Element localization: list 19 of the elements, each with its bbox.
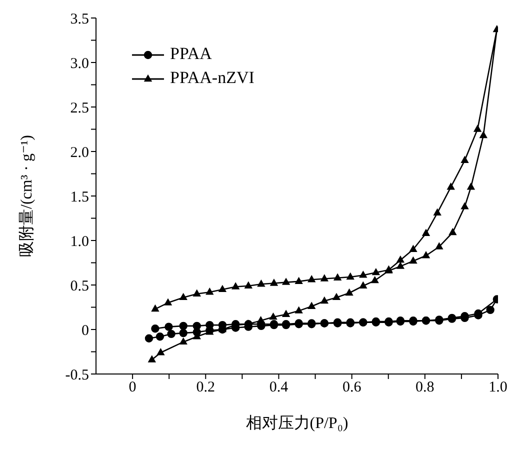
- x-tick-label: 0.6: [342, 380, 362, 396]
- x-axis-title: 相对压力(P/P₀): [246, 414, 348, 432]
- y-tick-label: 0: [82, 322, 89, 339]
- x-tick-label: 0: [128, 380, 136, 396]
- x-tick-label: 0.8: [416, 380, 434, 396]
- y-tick-label: -0.5: [65, 367, 89, 384]
- legend-label: PPAA-nZVI: [169, 67, 254, 89]
- y-tick-label: 2.5: [70, 100, 89, 116]
- x-tick-label: 1.0: [488, 380, 508, 396]
- legend-label: PPAA: [169, 43, 213, 65]
- y-tick-label: 3.0: [70, 56, 89, 72]
- y-tick-label: 0.5: [70, 278, 89, 294]
- y-tick-label: 3.5: [70, 11, 89, 28]
- y-tick-label: 1.0: [70, 234, 89, 250]
- y-tick-label: 2.0: [70, 144, 89, 161]
- y-tick-label: 1.5: [70, 189, 89, 206]
- x-tick-label: 0.4: [269, 380, 289, 396]
- x-tick-label: 0.2: [196, 380, 216, 396]
- y-axis-title: 吸附量/(cm³ · g⁻¹): [18, 134, 36, 258]
